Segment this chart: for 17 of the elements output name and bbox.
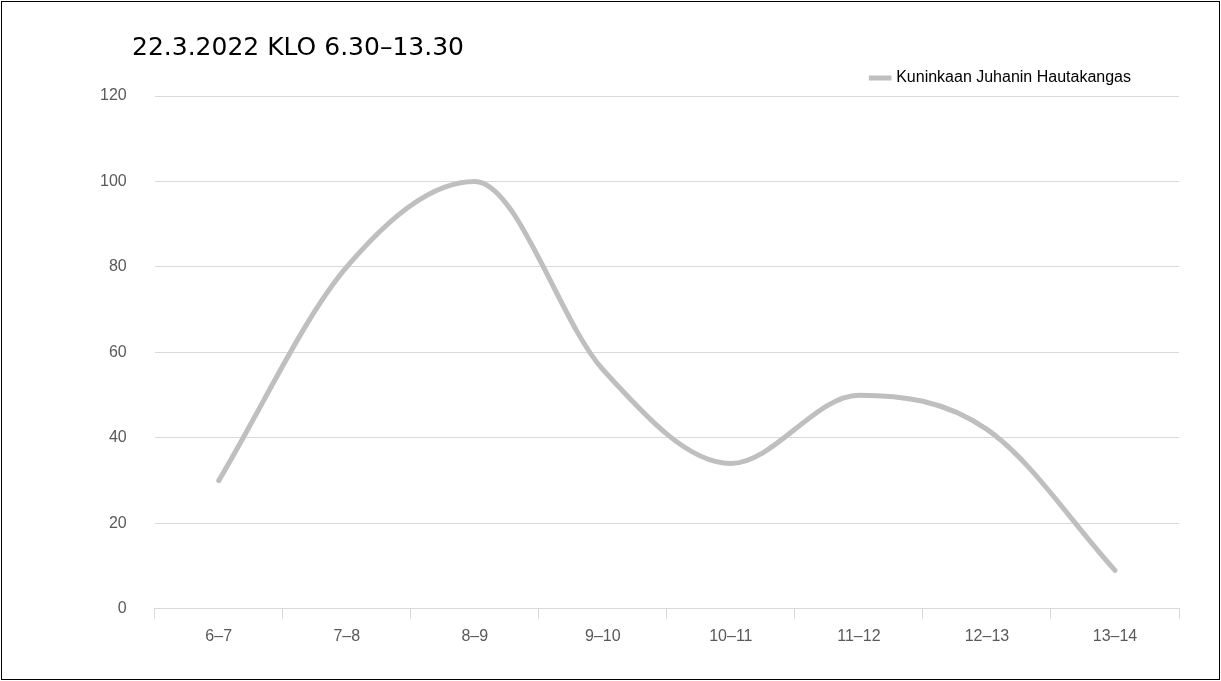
- x-tick-label: 8–9: [461, 626, 489, 644]
- y-tick-label: 120: [99, 86, 127, 104]
- chart-title: 22.3.2022 KLO 6.30–13.30: [132, 32, 464, 61]
- x-tick-label: 11–12: [837, 626, 881, 644]
- y-tick-label: 80: [108, 257, 127, 275]
- y-tick-label: 40: [108, 428, 127, 446]
- x-tick-label: 13–14: [1092, 626, 1138, 644]
- y-tick-label: 60: [108, 342, 127, 360]
- x-tick-label: 6–7: [205, 626, 233, 644]
- y-tick-label: 20: [108, 513, 127, 531]
- x-tick-label: 10–11: [709, 626, 753, 644]
- x-tick-label: 12–13: [964, 626, 1010, 644]
- x-tick-label: 9–10: [585, 626, 621, 644]
- y-tick-label: 0: [117, 599, 127, 617]
- y-tick-label: 100: [99, 171, 127, 189]
- x-tick-label: 7–8: [333, 626, 361, 644]
- legend-label: Kuninkaan Juhanin Hautakangas: [896, 68, 1131, 86]
